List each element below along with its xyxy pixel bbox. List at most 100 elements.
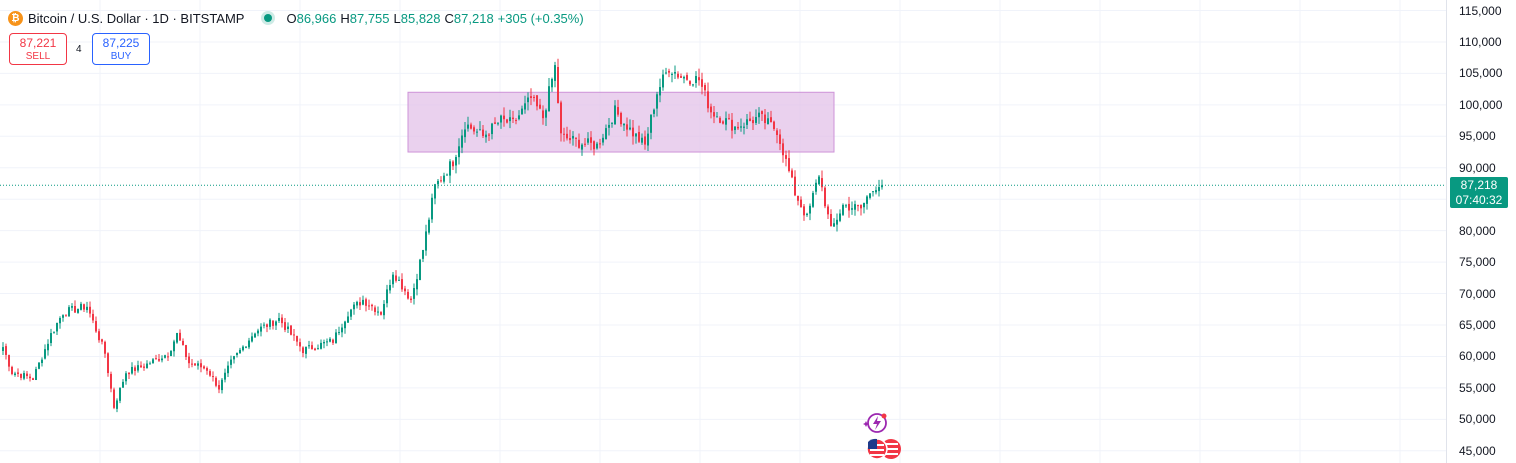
candle (449, 159, 451, 184)
candle (308, 340, 310, 349)
buy-button[interactable]: 87,225 BUY (92, 33, 150, 65)
candle-body (170, 350, 172, 357)
candle (20, 373, 22, 381)
candle (8, 354, 10, 372)
candle-body (299, 342, 301, 347)
candle-body (512, 117, 514, 120)
candle (716, 112, 718, 118)
candle (422, 249, 424, 262)
candle (212, 371, 214, 382)
candle-body (95, 321, 97, 332)
candle (122, 379, 124, 388)
candle (188, 352, 190, 369)
candle-body (755, 117, 757, 123)
candle (707, 82, 709, 113)
symbol-title[interactable]: Bitcoin / U.S. Dollar · 1D · BITSTAMP (28, 10, 245, 26)
candle (599, 138, 601, 149)
candle-body (557, 66, 559, 104)
candle (857, 204, 859, 212)
flash-event-icon[interactable] (863, 413, 887, 433)
price-tick-label: 60,000 (1459, 349, 1496, 364)
candle-body (218, 385, 220, 390)
sell-button[interactable]: 87,221 SELL (9, 33, 67, 65)
candle (185, 344, 187, 360)
candle-body (536, 95, 538, 107)
candle-body (857, 205, 859, 207)
candle (869, 193, 871, 200)
candle-body (398, 279, 400, 281)
candle (446, 173, 448, 176)
candle (416, 273, 418, 296)
event-markers (863, 413, 901, 460)
us-flag-event-icon[interactable] (866, 438, 901, 460)
candle (227, 361, 229, 377)
candle (26, 370, 28, 379)
candle (275, 320, 277, 331)
candle (305, 346, 307, 359)
candle-body (533, 96, 535, 98)
candle-body (803, 206, 805, 216)
candle-body (449, 161, 451, 176)
candle (689, 80, 691, 87)
candle-body (782, 143, 784, 156)
candle-body (359, 302, 361, 306)
candle (521, 105, 523, 115)
candle-body (440, 180, 442, 182)
candle-body (89, 306, 91, 314)
candle-body (287, 326, 289, 330)
candle-body (122, 381, 124, 388)
candle (554, 61, 556, 88)
candle (779, 129, 781, 151)
candle-body (17, 372, 19, 374)
candle-body (296, 335, 298, 342)
candle (302, 346, 304, 358)
candle (458, 138, 460, 165)
candle (470, 122, 472, 130)
candle-body (599, 143, 601, 145)
candle (740, 118, 742, 132)
candle-body (176, 332, 178, 343)
candle-body (41, 359, 43, 364)
candle (488, 132, 490, 142)
high-key: H (340, 10, 350, 26)
candlestick-chart[interactable] (0, 0, 1446, 463)
candle-body (374, 307, 376, 312)
candle (860, 204, 862, 216)
candle (194, 363, 196, 366)
candle (647, 127, 649, 151)
candle (437, 179, 439, 189)
candle (515, 118, 517, 125)
candle (41, 357, 43, 367)
candle (131, 362, 133, 375)
candle (725, 111, 727, 131)
candle (620, 111, 622, 127)
candle (473, 125, 475, 135)
candle (755, 109, 757, 126)
candle (170, 350, 172, 357)
candle (464, 121, 466, 143)
candle (386, 284, 388, 308)
candle-body (230, 359, 232, 365)
candle-body (506, 119, 508, 123)
candle (89, 301, 91, 318)
candle-body (200, 363, 202, 368)
low-key: L (393, 10, 401, 26)
candle (635, 133, 637, 144)
candle-body (476, 131, 478, 133)
market-open-dot-icon (264, 14, 273, 22)
candle-body (263, 324, 265, 326)
candle-body (542, 110, 544, 119)
candle (551, 77, 553, 92)
price-axis[interactable]: 115,000 110,000 105,000 100,000 95,000 90,000… (1446, 0, 1516, 463)
candle (596, 141, 598, 150)
candle (512, 110, 514, 123)
candle-body (272, 320, 274, 326)
candle (536, 95, 538, 111)
candle-body (350, 309, 352, 317)
candle-body (206, 368, 208, 371)
candle (53, 331, 55, 334)
candle-body (74, 306, 76, 313)
candle (149, 361, 151, 365)
candle-body (875, 190, 877, 193)
